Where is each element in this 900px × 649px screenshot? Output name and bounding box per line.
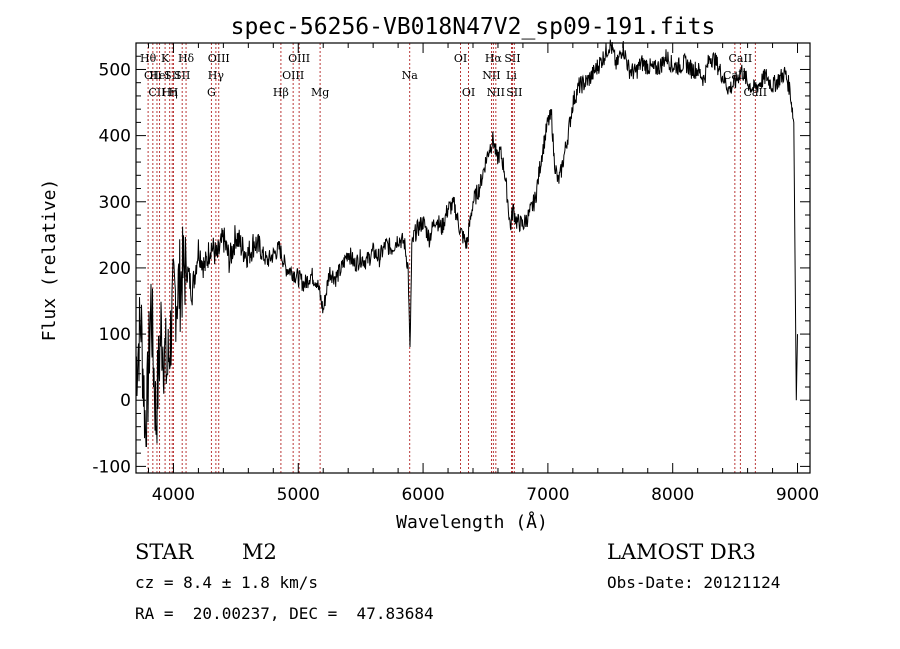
x-tick-label-6000: 6000: [401, 485, 444, 505]
coordinates-text: RA = 20.00237, DEC = 47.83684: [135, 604, 434, 623]
y-tick-label-100: 100: [99, 325, 131, 345]
line-label-24: SII: [504, 52, 520, 65]
y-tick-label--100: -100: [92, 457, 131, 477]
line-label-4: K: [161, 52, 170, 65]
redshift-text: cz = 8.4 ± 1.8 km/s: [135, 573, 319, 592]
line-label-13: Hβ: [273, 86, 289, 99]
x-tick-label-9000: 9000: [776, 485, 819, 505]
survey-name: LAMOST DR3: [607, 540, 756, 564]
x-tick-label-8000: 8000: [651, 485, 694, 505]
line-label-7: H: [169, 86, 179, 99]
y-tick-label-0: 0: [120, 391, 131, 411]
line-label-9: SII: [174, 69, 190, 82]
line-label-2: CII: [148, 86, 165, 99]
line-label-19: OI: [462, 86, 475, 99]
line-label-28: CaII: [743, 86, 767, 99]
line-label-21: Hα: [485, 52, 503, 65]
emission-lines: HθOIICIIHeIKHηSIIHHδSIIGHγOIIIHβOIIIOIII…: [140, 43, 767, 473]
y-tick-label-200: 200: [99, 259, 131, 279]
line-label-18: OI: [454, 52, 467, 65]
y-tick-label-500: 500: [99, 60, 131, 80]
y-axis-label: Flux (relative): [39, 179, 60, 342]
line-label-20: NII: [482, 69, 500, 82]
line-label-12: OIII: [208, 52, 230, 65]
line-label-16: Mg: [311, 86, 329, 99]
line-label-11: Hγ: [208, 69, 225, 82]
line-label-17: Na: [402, 69, 419, 82]
x-axis-label: Wavelength (Å): [396, 511, 548, 533]
y-tick-label-300: 300: [99, 193, 131, 213]
chart-title: spec-56256-VB018N47V2_sp09-191.fits: [231, 14, 716, 40]
plot-frame: [135, 42, 811, 474]
line-label-8: Hδ: [178, 52, 195, 65]
object-class: STAR: [135, 540, 194, 564]
line-label-6: SII: [164, 69, 180, 82]
axes: 4000 5000 6000 7000 8000 9000 -100 0 100 200 300 40…: [92, 42, 819, 505]
spectrum-layer: [135, 39, 798, 447]
line-label-0: Hθ: [140, 52, 157, 65]
line-label-10: G: [207, 86, 216, 99]
line-label-15: OIII: [288, 52, 310, 65]
x-tick-label-7000: 7000: [526, 485, 569, 505]
y-tick-label-400: 400: [99, 127, 131, 147]
line-label-14: OIII: [282, 69, 304, 82]
line-label-22: NII: [487, 86, 505, 99]
x-tick-label-5000: 5000: [277, 485, 320, 505]
line-label-27: CaII: [729, 52, 753, 65]
line-label-23: Li: [506, 69, 517, 82]
x-tick-label-4000: 4000: [152, 485, 195, 505]
spectrum-line: [135, 39, 798, 447]
line-label-25: SII: [506, 86, 522, 99]
obs-date: Obs-Date: 20121124: [607, 573, 781, 592]
object-subclass: M2: [242, 540, 277, 564]
